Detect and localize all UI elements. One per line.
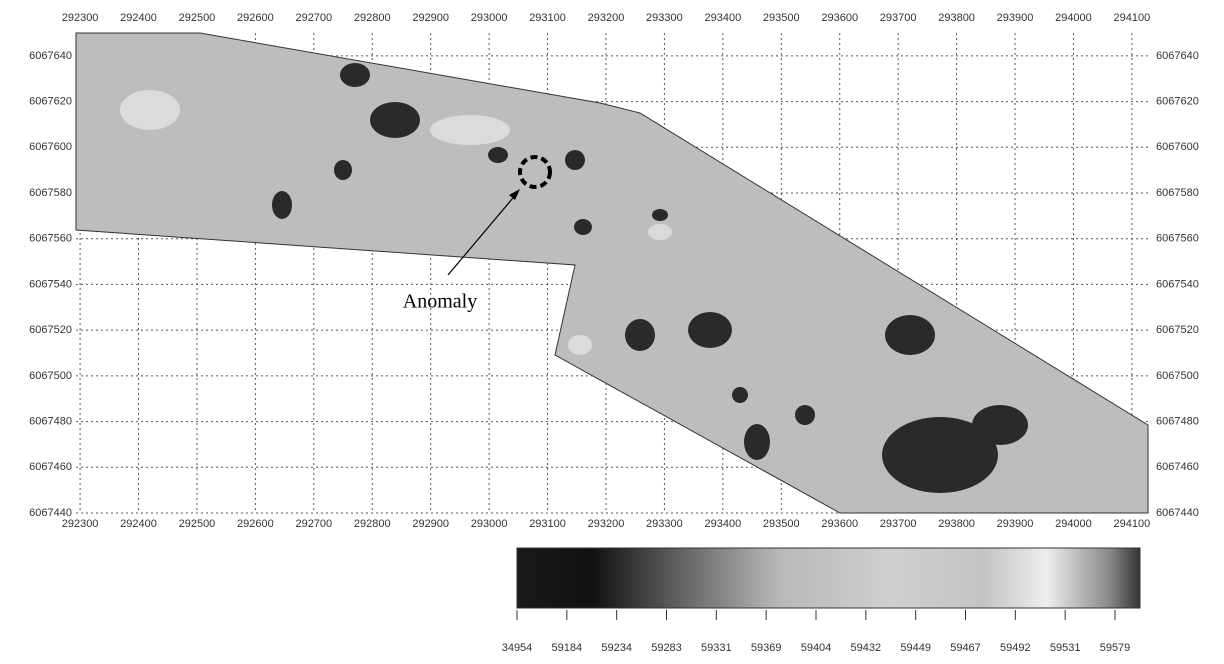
x-tick-label: 293400: [704, 12, 741, 24]
x-tick-label: 293000: [471, 518, 508, 530]
y-tick-label: 6067520: [29, 324, 72, 336]
x-tick-label: 292900: [412, 12, 449, 24]
x-tick-label: 294000: [1055, 518, 1092, 530]
colorbar-label: 59449: [900, 642, 931, 654]
colorbar-label: 34954: [502, 642, 533, 654]
x-tick-label: 293500: [763, 12, 800, 24]
x-tick-label: 293900: [997, 12, 1034, 24]
colorbar-label: 59467: [950, 642, 981, 654]
x-tick-label: 293100: [529, 12, 566, 24]
colorbar: [517, 548, 1140, 608]
x-tick-label: 292300: [62, 12, 99, 24]
x-tick-label: 293300: [646, 518, 683, 530]
x-tick-label: 293700: [880, 12, 917, 24]
colorbar-label: 59283: [651, 642, 682, 654]
x-tick-label: 292800: [354, 12, 391, 24]
colorbar-label: 59234: [601, 642, 632, 654]
colorbar-label: 59432: [851, 642, 882, 654]
x-tick-label: 293800: [938, 518, 975, 530]
x-tick-label: 292700: [295, 12, 332, 24]
y-tick-label: 6067600: [29, 141, 72, 153]
x-tick-label: 292800: [354, 518, 391, 530]
y-tick-label: 6067580: [1156, 187, 1199, 199]
x-tick-label: 292700: [295, 518, 332, 530]
x-tick-label: 293700: [880, 518, 917, 530]
y-tick-label: 6067580: [29, 187, 72, 199]
y-tick-label: 6067520: [1156, 324, 1199, 336]
y-tick-label: 6067560: [1156, 233, 1199, 245]
y-tick-label: 6067480: [29, 415, 72, 427]
x-tick-label: 292400: [120, 518, 157, 530]
y-tick-label: 6067460: [29, 461, 72, 473]
colorbar-label: 59184: [552, 642, 583, 654]
x-tick-label: 293200: [588, 12, 625, 24]
x-tick-label: 293800: [938, 12, 975, 24]
x-tick-label: 294100: [1114, 12, 1151, 24]
x-tick-label: 293400: [704, 518, 741, 530]
x-tick-label: 294100: [1114, 518, 1151, 530]
x-tick-label: 293200: [588, 518, 625, 530]
x-tick-label: 293600: [821, 12, 858, 24]
y-tick-label: 6067480: [1156, 415, 1199, 427]
y-tick-label: 6067440: [29, 507, 72, 519]
y-tick-label: 6067640: [1156, 50, 1199, 62]
x-tick-label: 292900: [412, 518, 449, 530]
x-tick-label: 293300: [646, 12, 683, 24]
x-tick-label: 292400: [120, 12, 157, 24]
y-tick-label: 6067500: [29, 370, 72, 382]
colorbar-label: 59331: [701, 642, 732, 654]
x-tick-label: 293100: [529, 518, 566, 530]
x-tick-label: 292500: [179, 12, 216, 24]
annotation: Anomaly: [403, 291, 477, 313]
colorbar-label: 59369: [751, 642, 782, 654]
x-tick-label: 292300: [62, 518, 99, 530]
y-tick-label: 6067620: [1156, 95, 1199, 107]
y-tick-label: 6067560: [29, 233, 72, 245]
y-tick-label: 6067540: [29, 278, 72, 290]
x-tick-label: 293900: [997, 518, 1034, 530]
y-tick-label: 6067600: [1156, 141, 1199, 153]
x-tick-label: 293000: [471, 12, 508, 24]
colorbar-label: 59579: [1100, 642, 1131, 654]
colorbar-ticks: 34954 59184 59234 59283 59331 59369 59404 59432…: [502, 610, 1131, 654]
y-tick-label: 6067500: [1156, 370, 1199, 382]
map-figure: Anomaly 34954 59184 59234 59283 59331 59369 59…: [0, 0, 1224, 659]
y-tick-label: 6067640: [29, 50, 72, 62]
colorbar-label: 59531: [1050, 642, 1081, 654]
x-tick-label: 293500: [763, 518, 800, 530]
x-tick-label: 294000: [1055, 12, 1092, 24]
colorbar-label: 59492: [1000, 642, 1031, 654]
x-tick-label: 292500: [179, 518, 216, 530]
x-tick-label: 293600: [821, 518, 858, 530]
colorbar-label: 59404: [801, 642, 832, 654]
y-tick-label: 6067460: [1156, 461, 1199, 473]
y-tick-label: 6067440: [1156, 507, 1199, 519]
y-tick-label: 6067540: [1156, 278, 1199, 290]
x-tick-label: 292600: [237, 518, 274, 530]
y-tick-label: 6067620: [29, 95, 72, 107]
x-tick-label: 292600: [237, 12, 274, 24]
